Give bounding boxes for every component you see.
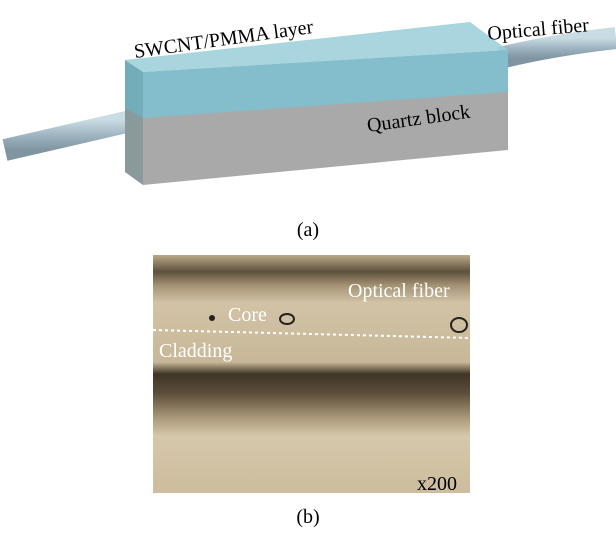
caption: (a) <box>297 219 319 241</box>
fiber-left <box>5 120 135 150</box>
magnification: x200 <box>417 473 457 495</box>
cladding-label: Cladding <box>159 340 232 362</box>
caption: (b) <box>296 506 319 528</box>
panel-a: SWCNT/PMMA layer Optical fiber Quartz bl… <box>5 14 616 241</box>
core-label: Core <box>228 304 267 326</box>
figure: SWCNT/PMMA layer Optical fiber Quartz bl… <box>0 0 616 533</box>
particle <box>209 315 215 321</box>
panel-b: Optical fiber Core Cladding x200 (b) <box>153 255 470 528</box>
fiber-label: Optical fiber <box>348 280 450 302</box>
